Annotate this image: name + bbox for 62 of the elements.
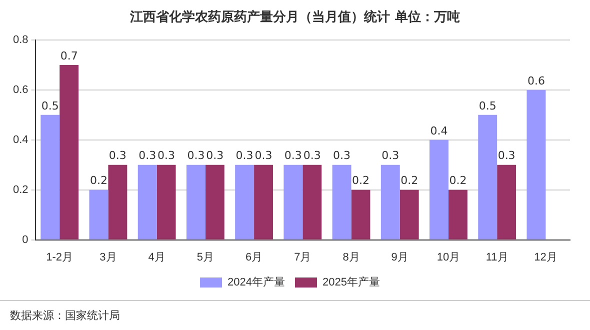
bar [351,190,370,240]
bar [108,164,128,240]
x-tick-label: 7月 [294,251,312,264]
bar [254,164,273,240]
data-label: 0.3 [158,149,176,162]
data-label: 0.3 [333,149,351,162]
y-tick-label: 0.8 [12,34,28,46]
data-label: 0.3 [236,149,254,162]
data-label: 0.6 [527,74,545,88]
x-tick-label: 4月 [148,251,166,264]
data-label: 0.3 [303,149,321,162]
data-label: 0.4 [430,124,448,138]
data-label: 0.3 [254,149,272,162]
bar [478,114,498,240]
bar [526,90,546,240]
x-tick-label: 3月 [100,251,117,264]
y-tick-label: 0 [22,234,28,246]
source-note: 数据来源：国家统计局 [10,308,120,323]
bar [497,164,516,240]
y-tick-label: 0.4 [12,134,28,146]
chart-title: 江西省化学农药原药产量分月（当月值）统计 单位：万吨 [129,8,461,26]
data-label: 0.7 [60,49,78,62]
x-tick-label: 12月 [534,251,558,264]
data-label: 0.3 [206,149,224,162]
data-label: 0.2 [352,174,370,188]
data-label: 0.3 [498,149,516,162]
x-tick-label: 10月 [436,251,460,264]
bar [40,114,60,240]
bar [380,164,400,240]
bar [156,164,176,240]
x-tick-label: 9月 [391,251,408,264]
bar [205,164,224,240]
data-label: 0.2 [400,174,418,188]
bar [186,164,206,240]
bar [302,164,322,240]
bar [235,164,254,240]
legend-label: 2025年产量 [322,276,380,289]
data-label: 0.3 [138,149,156,162]
data-label: 0.2 [90,174,108,188]
bar [430,140,448,240]
x-tick-label: 11月 [486,251,508,264]
bar [60,64,79,240]
data-label: 0.5 [478,99,496,112]
bar [89,190,108,240]
x-tick-label: 8月 [342,251,360,264]
data-label: 0.3 [382,149,400,162]
legend-label: 2024年产量 [228,276,286,289]
data-label: 0.5 [41,99,59,112]
data-label: 0.3 [108,149,126,162]
bar [400,190,419,240]
x-tick-label: 1-2月 [46,251,74,264]
y-tick-label: 0.2 [12,184,28,196]
y-tick-label: 0.6 [12,84,28,96]
x-tick-label: 6月 [245,251,263,264]
data-label: 0.3 [284,149,302,162]
data-label: 0.2 [449,174,467,188]
data-label: 0.3 [187,149,205,162]
bar [332,164,352,240]
bar [138,164,157,240]
bar [284,164,303,240]
x-tick-label: 5月 [196,251,214,264]
bar [448,190,468,240]
